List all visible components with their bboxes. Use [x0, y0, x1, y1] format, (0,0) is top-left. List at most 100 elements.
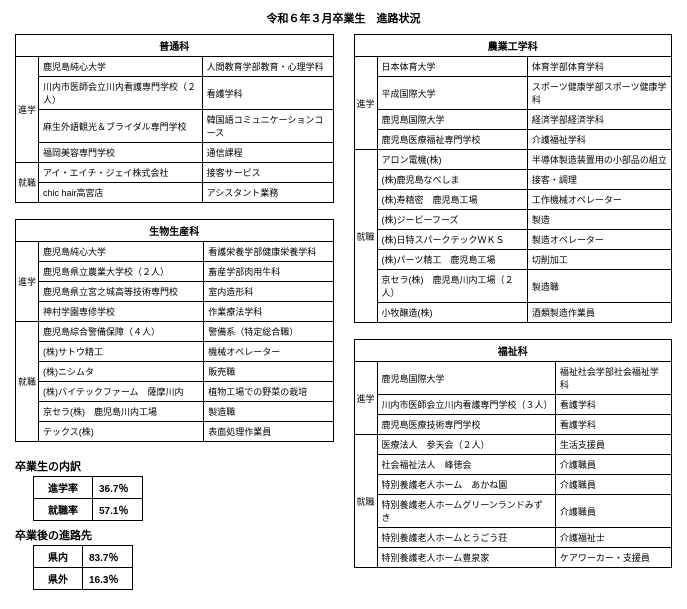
cell-institution: (株)日特スパークテックＷＫＳ [377, 230, 527, 250]
cell-institution: アイ・エイチ・ジェイ株式会社 [39, 163, 203, 183]
section-table: 生物生産科進学鹿児島純心大学看護栄養学部健康栄養学科鹿児島県立農業大学校（２人）… [15, 219, 334, 442]
group-label: 進学 [16, 242, 39, 322]
cell-detail: 機械オペレーター [204, 342, 333, 362]
cell-detail: 表面処理作業員 [204, 422, 333, 442]
cell-detail: 半導体製造装置用の小部品の組立 [527, 150, 671, 170]
cell-detail: 酒類製造作業員 [527, 303, 671, 323]
cell-detail: 経済学部経済学科 [527, 110, 671, 130]
cell-detail: 看護学科 [555, 395, 671, 415]
cell-institution: 鹿児島県立宮之城高等技術専門校 [39, 282, 204, 302]
summary-block: 卒業生の内訳進学率36.7％就職率57.1％ 卒業後の進路先県内83.7％県外16… [15, 458, 334, 590]
cell-detail: 通信課程 [202, 143, 333, 163]
cell-institution: (株)寿精密 鹿児島工場 [377, 190, 527, 210]
cell-institution: 神村学園専修学校 [39, 302, 204, 322]
cell-institution: 鹿児島国際大学 [377, 110, 527, 130]
summary-value: 57.1％ [93, 499, 143, 521]
cell-institution: 鹿児島国際大学 [377, 362, 555, 395]
cell-institution: 日本体育大学 [377, 57, 527, 77]
group-label: 就職 [354, 435, 377, 568]
cell-detail: 介護職員 [555, 455, 671, 475]
section-header: 生物生産科 [16, 220, 334, 242]
cell-institution: テックス(株) [39, 422, 204, 442]
cell-institution: 特別養護老人ホームグリーンランドみずき [377, 495, 555, 528]
cell-detail: 製造オペレーター [527, 230, 671, 250]
breakdown-table: 進学率36.7％就職率57.1％ [33, 476, 143, 521]
cell-detail: 接客・調理 [527, 170, 671, 190]
main-columns: 普通科進学鹿児島純心大学人間教育学部教育・心理学科川内市医師会立川内看護専門学校… [15, 34, 672, 596]
cell-institution: 医療法人 参天会（２人） [377, 435, 555, 455]
summary-heading: 卒業生の内訳 [15, 458, 334, 474]
summary-label: 県内 [34, 546, 83, 568]
cell-institution: 社会福祉法人 峰徳会 [377, 455, 555, 475]
cell-detail: 製造 [527, 210, 671, 230]
group-label: 進学 [354, 57, 377, 150]
cell-detail: 接客サービス [202, 163, 333, 183]
cell-institution: 鹿児島医療技術専門学校 [377, 415, 555, 435]
cell-detail: 植物工場での野菜の栽培 [204, 382, 333, 402]
cell-institution: 特別養護老人ホームとうごう荘 [377, 528, 555, 548]
cell-detail: 生活支援員 [555, 435, 671, 455]
right-column: 農業工学科進学日本体育大学体育学部体育学科平成国際大学スポーツ健康学部スポーツ健… [354, 34, 673, 584]
section-header: 農業工学科 [354, 35, 672, 57]
summary-label: 進学率 [34, 477, 93, 499]
group-label: 進学 [354, 362, 377, 435]
cell-detail: 韓国語コミュニケーションコース [202, 110, 333, 143]
group-label: 就職 [354, 150, 377, 323]
left-column: 普通科進学鹿児島純心大学人間教育学部教育・心理学科川内市医師会立川内看護専門学校… [15, 34, 334, 596]
section-table: 普通科進学鹿児島純心大学人間教育学部教育・心理学科川内市医師会立川内看護専門学校… [15, 34, 334, 203]
cell-institution: 川内市医師会立川内看護専門学校（３人） [377, 395, 555, 415]
cell-institution: 鹿児島純心大学 [39, 57, 203, 77]
cell-detail: 介護福祉学科 [527, 130, 671, 150]
cell-institution: (株)鹿児島なべしま [377, 170, 527, 190]
cell-institution: 川内市医師会立川内看護専門学校（２人） [39, 77, 203, 110]
cell-detail: 看護学科 [202, 77, 333, 110]
cell-detail: スポーツ健康学部スポーツ健康学科 [527, 77, 671, 110]
cell-institution: 鹿児島綜合警備保障（４人） [39, 322, 204, 342]
cell-detail: 看護学科 [555, 415, 671, 435]
cell-detail: 販売職 [204, 362, 333, 382]
summary-value: 83.7％ [83, 546, 133, 568]
cell-institution: 鹿児島純心大学 [39, 242, 204, 262]
group-label: 就職 [16, 322, 39, 442]
cell-detail: 体育学部体育学科 [527, 57, 671, 77]
cell-detail: 人間教育学部教育・心理学科 [202, 57, 333, 77]
cell-detail: 介護職員 [555, 495, 671, 528]
section-header: 福祉科 [354, 340, 672, 362]
cell-institution: 麻生外語観光＆ブライダル専門学校 [39, 110, 203, 143]
cell-detail: 製造職 [204, 402, 333, 422]
summary-value: 36.7％ [93, 477, 143, 499]
group-label: 就職 [16, 163, 39, 203]
cell-institution: 鹿児島医療福祉専門学校 [377, 130, 527, 150]
cell-institution: 京セラ(株) 鹿児島川内工場 [39, 402, 204, 422]
cell-institution: 鹿児島県立農業大学校（２人） [39, 262, 204, 282]
section-header: 普通科 [16, 35, 334, 57]
group-label: 進学 [16, 57, 39, 163]
cell-detail: ケアワーカー・支援員 [555, 548, 671, 568]
cell-detail: 警備系（特定総合職） [204, 322, 333, 342]
cell-detail: 畜産学部肉用牛科 [204, 262, 333, 282]
summary-label: 県外 [34, 568, 83, 590]
cell-institution: アロン電機(株) [377, 150, 527, 170]
cell-detail: 介護福祉士 [555, 528, 671, 548]
cell-detail: アシスタント業務 [202, 183, 333, 203]
cell-detail: 製造職 [527, 270, 671, 303]
cell-institution: (株)サトウ精工 [39, 342, 204, 362]
cell-detail: 福祉社会学部社会福祉学科 [555, 362, 671, 395]
cell-detail: 介護職員 [555, 475, 671, 495]
destination-table: 県内83.7％県外16.3％ [33, 545, 133, 590]
summary-label: 就職率 [34, 499, 93, 521]
section-table: 農業工学科進学日本体育大学体育学部体育学科平成国際大学スポーツ健康学部スポーツ健… [354, 34, 673, 323]
page-title: 令和６年３月卒業生 進路状況 [15, 10, 672, 26]
cell-institution: chic hair高宮店 [39, 183, 203, 203]
cell-institution: 平成国際大学 [377, 77, 527, 110]
cell-institution: (株)ジービーフーズ [377, 210, 527, 230]
section-table: 福祉科進学鹿児島国際大学福祉社会学部社会福祉学科川内市医師会立川内看護専門学校（… [354, 339, 673, 568]
summary-heading: 卒業後の進路先 [15, 527, 334, 543]
cell-detail: 看護栄養学部健康栄養学科 [204, 242, 333, 262]
cell-institution: (株)バイテックファーム 薩摩川内 [39, 382, 204, 402]
summary-value: 16.3％ [83, 568, 133, 590]
cell-institution: 京セラ(株) 鹿児島川内工場（２人） [377, 270, 527, 303]
cell-detail: 工作機械オペレーター [527, 190, 671, 210]
cell-detail: 室内造形科 [204, 282, 333, 302]
cell-institution: 小牧醸造(株) [377, 303, 527, 323]
